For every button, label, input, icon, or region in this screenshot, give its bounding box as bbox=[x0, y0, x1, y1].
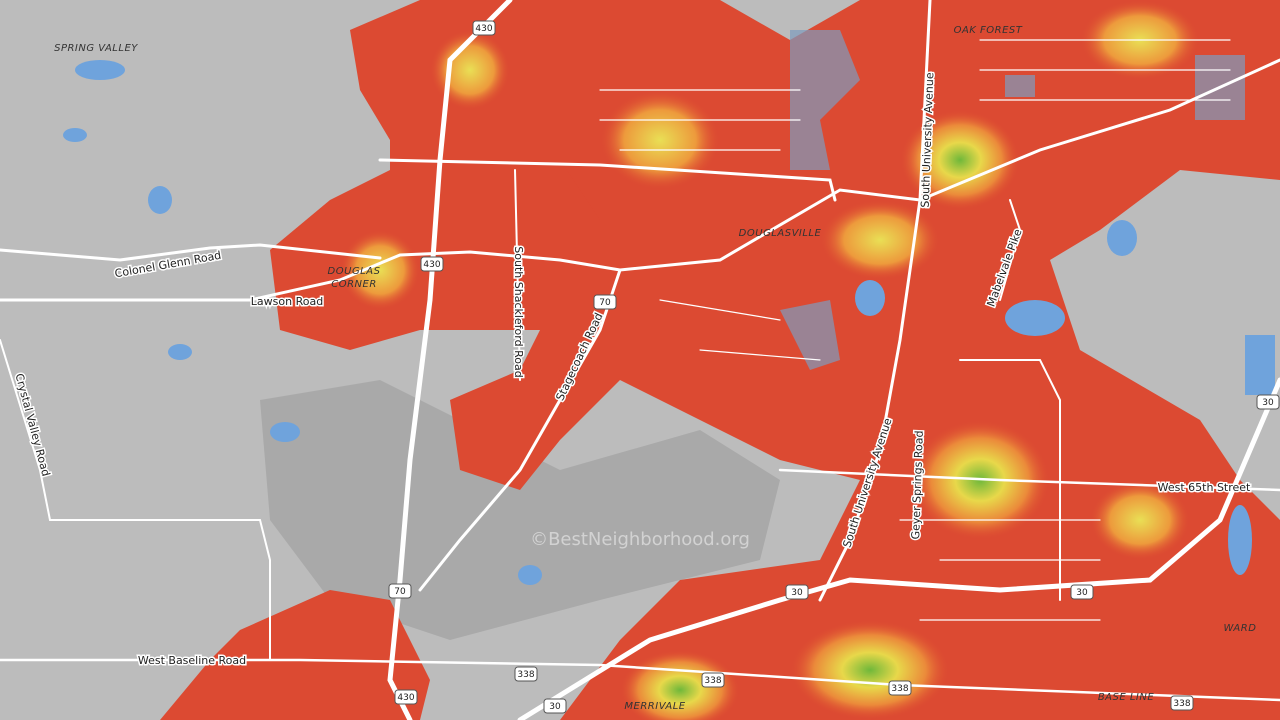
place-label: BASE LINE bbox=[1098, 692, 1155, 703]
route-shield bbox=[888, 680, 912, 696]
road-label: West Baseline Road bbox=[138, 654, 246, 667]
place-label: CORNER bbox=[331, 279, 377, 290]
road-label: Geyer Springs Road bbox=[909, 430, 926, 539]
route-shield bbox=[514, 666, 538, 682]
route-number: 338 bbox=[891, 684, 908, 694]
watermark: ©BestNeighborhood.org bbox=[530, 529, 750, 550]
route-number: 30 bbox=[1076, 588, 1088, 598]
route-number: 430 bbox=[475, 24, 492, 34]
place-label: DOUGLAS bbox=[328, 266, 381, 277]
route-number: 70 bbox=[394, 587, 406, 597]
place-label: MERRIVALE bbox=[624, 701, 685, 712]
route-number: 338 bbox=[704, 676, 721, 686]
route-shield bbox=[420, 256, 444, 272]
route-shield bbox=[701, 672, 725, 688]
route-shield bbox=[1170, 695, 1194, 711]
route-shield bbox=[388, 583, 412, 599]
route-shield bbox=[543, 698, 567, 714]
route-shield bbox=[1256, 394, 1280, 410]
route-number: 338 bbox=[517, 670, 534, 680]
water bbox=[63, 60, 1275, 585]
route-number: 30 bbox=[791, 588, 803, 598]
route-number: 430 bbox=[397, 693, 414, 703]
route-shield bbox=[785, 584, 809, 600]
road-label: South University Avenue bbox=[919, 72, 937, 208]
route-shield bbox=[593, 294, 617, 310]
place-label: WARD bbox=[1224, 623, 1257, 634]
route-number: 30 bbox=[549, 702, 561, 712]
route-number: 338 bbox=[1173, 699, 1190, 709]
place-label: SPRING VALLEY bbox=[54, 43, 138, 54]
road-label: South Shackleford Road bbox=[512, 246, 525, 377]
place-label: OAK FOREST bbox=[954, 25, 1023, 36]
route-number: 30 bbox=[1262, 398, 1274, 408]
road-label: Lawson Road bbox=[251, 295, 323, 308]
heat-areas bbox=[160, 0, 1280, 720]
route-number: 70 bbox=[599, 298, 611, 308]
route-number: 430 bbox=[423, 260, 440, 270]
route-shield bbox=[1070, 584, 1094, 600]
route-shield bbox=[472, 20, 496, 36]
route-shield bbox=[394, 689, 418, 705]
place-label: DOUGLASVILLE bbox=[739, 228, 822, 239]
road-label: West 65th Street bbox=[1158, 481, 1251, 494]
